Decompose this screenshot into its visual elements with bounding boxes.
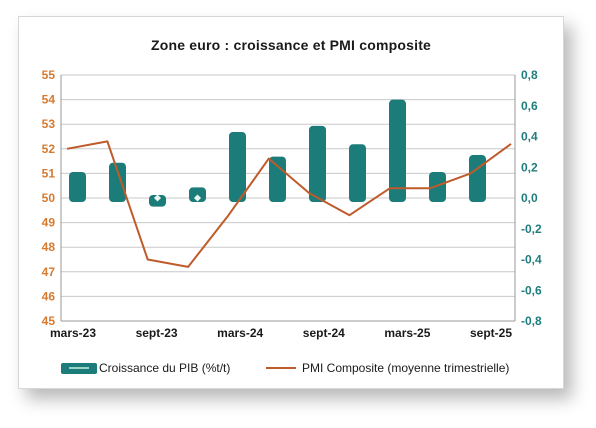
left-tick-label: 46 xyxy=(42,289,56,303)
chart-title: Zone euro : croissance et PMI composite xyxy=(150,37,432,53)
chart-card: Zone euro : croissance et PMI composite … xyxy=(18,16,564,389)
grid xyxy=(61,74,515,322)
x-tick-label: mars-25 xyxy=(384,326,430,340)
left-tick-label: 53 xyxy=(42,117,56,131)
right-tick-label: -0,2 xyxy=(521,222,542,236)
legend-label-gdp: Croissance du PIB (%t/t) xyxy=(99,361,230,375)
x-tick-label: mars-23 xyxy=(50,326,96,340)
right-tick-label: 0,8 xyxy=(521,68,538,82)
left-tick-label: 50 xyxy=(42,191,56,205)
left-tick-label: 47 xyxy=(42,265,56,279)
axes xyxy=(60,75,516,322)
gdp-bar xyxy=(349,144,366,202)
legend-label-pmi: PMI Composite (moyenne trimestrielle) xyxy=(302,361,509,375)
gdp-bar-marker xyxy=(153,194,162,202)
right-tick-label: -0,6 xyxy=(521,283,542,297)
right-tick-label: 0,0 xyxy=(521,191,538,205)
right-tick-label: 0,2 xyxy=(521,160,538,174)
left-tick-label: 49 xyxy=(42,216,56,230)
gdp-bars xyxy=(69,99,486,207)
right-tick-label: -0,4 xyxy=(521,253,542,267)
legend: Croissance du PIB (%t/t) PMI Composite (m… xyxy=(61,361,509,375)
right-tick-label: 0,4 xyxy=(521,130,538,144)
pmi-line xyxy=(66,140,512,268)
chart: 45 46 47 48 49 50 51 52 53 54 55 -0,8 -0,6 -0,4 -0,2 0,… xyxy=(42,68,542,375)
pmi-line-path xyxy=(66,140,512,268)
x-tick-label: mars-24 xyxy=(217,326,263,340)
gdp-bar xyxy=(429,171,446,202)
gdp-bar xyxy=(229,131,246,202)
x-tick-label: sept-23 xyxy=(136,326,178,340)
left-tick-label: 48 xyxy=(42,240,56,254)
left-tick-label: 54 xyxy=(42,93,56,107)
left-tick-label: 52 xyxy=(42,142,56,156)
left-tick-label: 45 xyxy=(42,314,56,328)
tick-labels: 45 46 47 48 49 50 51 52 53 54 55 -0,8 -0,6 -0,4 -0,2 0,… xyxy=(42,68,542,340)
gdp-bar xyxy=(309,125,326,202)
left-tick-label: 51 xyxy=(42,166,56,180)
left-tick-label: 55 xyxy=(42,68,56,82)
x-tick-label: sept-24 xyxy=(303,326,345,340)
gdp-bar xyxy=(389,99,406,202)
gdp-bar xyxy=(469,155,486,202)
right-tick-label: -0,8 xyxy=(521,314,542,328)
x-tick-label: sept-25 xyxy=(470,326,512,340)
gdp-bar xyxy=(269,156,286,202)
gdp-bar-marker xyxy=(193,194,202,202)
right-tick-label: 0,6 xyxy=(521,99,538,113)
gdp-bar xyxy=(69,171,86,202)
gdp-bar xyxy=(109,162,126,202)
